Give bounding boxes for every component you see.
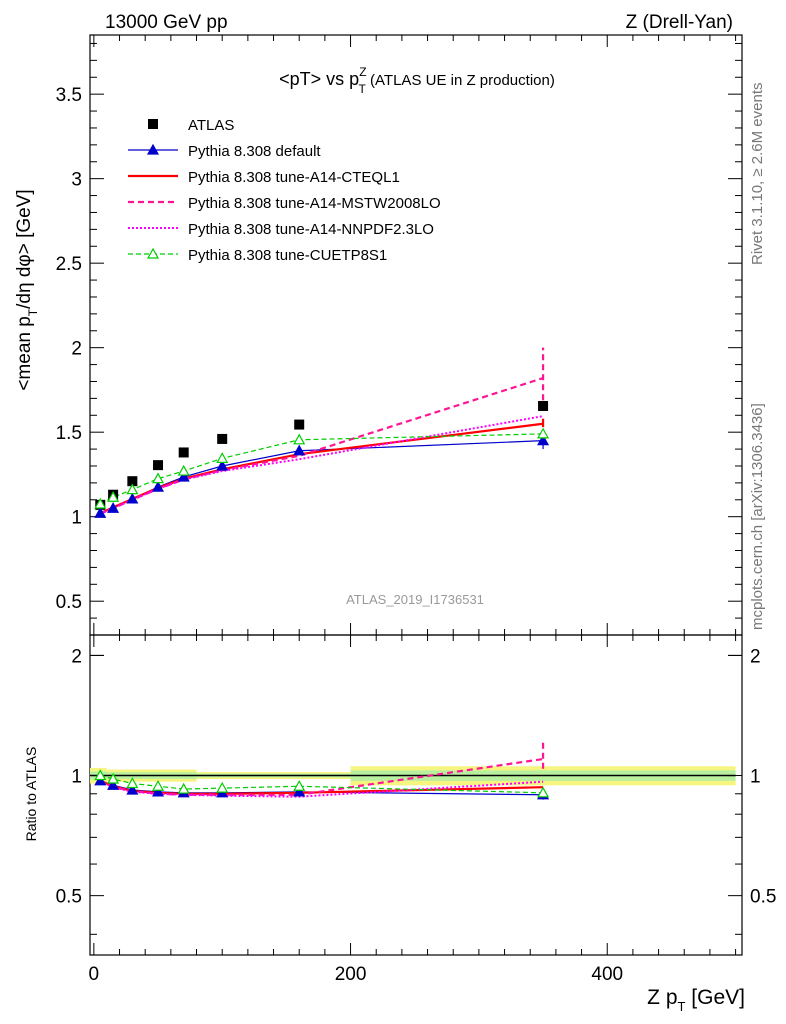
ratio-marker-0 [94, 774, 107, 786]
legend-label-5: Pythia 8.308 tune-CUETP8S1 [188, 247, 387, 264]
legend-marker-1 [146, 143, 160, 155]
series-marker-1 [107, 502, 120, 513]
y-tick-label: 1 [71, 508, 82, 529]
y-tick-label: 3.5 [56, 85, 82, 106]
series-marker-5 [537, 427, 550, 439]
legend-label-3: Pythia 8.308 tune-A14-MSTW2008LO [188, 195, 441, 212]
ratio-marker-0 [152, 785, 165, 797]
ratio-marker-4 [293, 780, 306, 791]
plot-title-main: <pT> vs p [279, 69, 359, 89]
x-tick-label: 200 [335, 964, 367, 985]
main-y-axis-label: <mean pT/dη dφ> [GeV] [14, 189, 40, 390]
series-marker-5 [177, 464, 190, 476]
ratio-y-tick-label-right: 0.5 [750, 887, 776, 908]
legend-label-0: ATLAS [188, 117, 234, 134]
ratio-marker-0 [107, 779, 120, 790]
ratio-y-tick-label-right: 1 [750, 767, 761, 788]
ratio-plot-frame [89, 634, 743, 956]
series-marker-5 [107, 491, 120, 502]
ratio-marker-0 [126, 783, 139, 795]
atlas-data-point [178, 447, 189, 458]
ratio-marker-4 [94, 769, 107, 781]
plot-title-rest: (ATLAS UE in Z production) [366, 72, 555, 89]
atlas-data-point [294, 419, 305, 430]
series-marker-1 [293, 444, 306, 456]
series-line-2 [99, 422, 544, 515]
series-marker-5 [126, 483, 139, 495]
series-marker-1 [152, 480, 165, 492]
x-tick-label: 0 [89, 964, 100, 985]
y-tick-label: 3 [71, 170, 82, 191]
series-marker-1 [216, 459, 229, 471]
ratio-marker-4 [107, 772, 120, 784]
ratio-y-tick-label-right: 2 [750, 646, 761, 667]
mcplots-label: mcplots.cern.ch [arXiv:1306.3436] [749, 403, 766, 630]
series-marker-5 [216, 452, 229, 463]
series-marker-1 [94, 507, 107, 518]
atlas-data-point [217, 433, 228, 444]
ratio-marker-4 [126, 777, 139, 789]
series-marker-5 [94, 497, 107, 509]
rivet-version-label: Rivet 3.1.10, ≥ 2.6M events [749, 83, 766, 266]
x-axis-label: Z pT [GeV] [647, 986, 745, 1014]
ratio-y-tick-label: 0.5 [56, 887, 82, 908]
atlas-data-point [538, 400, 549, 411]
legend-label-2: Pythia 8.308 tune-A14-CTEQL1 [188, 169, 400, 186]
y-tick-label: 2 [71, 339, 82, 360]
ratio-marker-4 [537, 786, 550, 798]
header-left: 13000 GeV pp [105, 12, 228, 33]
series-line-3 [99, 377, 544, 515]
ratio-y-tick-label: 1 [71, 767, 82, 788]
plot-title-sup: Z [359, 65, 366, 79]
ratio-marker-4 [216, 781, 229, 793]
atlas-data-point [153, 460, 164, 471]
x-tick-label: 400 [591, 964, 623, 985]
legend-label-4: Pythia 8.308 tune-A14-NNPDF2.3LO [188, 221, 434, 238]
legend-marker-atlas [148, 119, 158, 129]
ratio-marker-4 [177, 782, 190, 794]
analysis-tag: ATLAS_2019_I1736531 [346, 592, 484, 607]
y-tick-label: 1.5 [56, 423, 82, 444]
legend-label-1: Pythia 8.308 default [188, 143, 321, 160]
ratio-marker-4 [152, 780, 165, 791]
series-marker-5 [293, 433, 306, 445]
ratio-marker-0 [293, 785, 306, 797]
plot-title: <pT> vs pZ T (ATLAS UE in Z production) [279, 65, 555, 96]
series-line-4 [99, 415, 544, 516]
series-marker-1 [177, 470, 190, 482]
series-line-5 [99, 433, 544, 505]
header-right: Z (Drell-Yan) [626, 12, 733, 33]
series-marker-5 [152, 472, 165, 484]
atlas-data-point [127, 476, 138, 487]
y-tick-label: 0.5 [56, 592, 82, 613]
ratio-y-tick-label: 2 [71, 646, 82, 667]
legend-marker-5 [146, 247, 160, 259]
series-marker-1 [126, 492, 139, 504]
ratio-y-axis-label: Ratio to ATLAS [23, 747, 39, 842]
series-marker-1 [537, 434, 550, 446]
y-tick-label: 2.5 [56, 254, 82, 275]
plot-title-sub: T [359, 82, 367, 96]
